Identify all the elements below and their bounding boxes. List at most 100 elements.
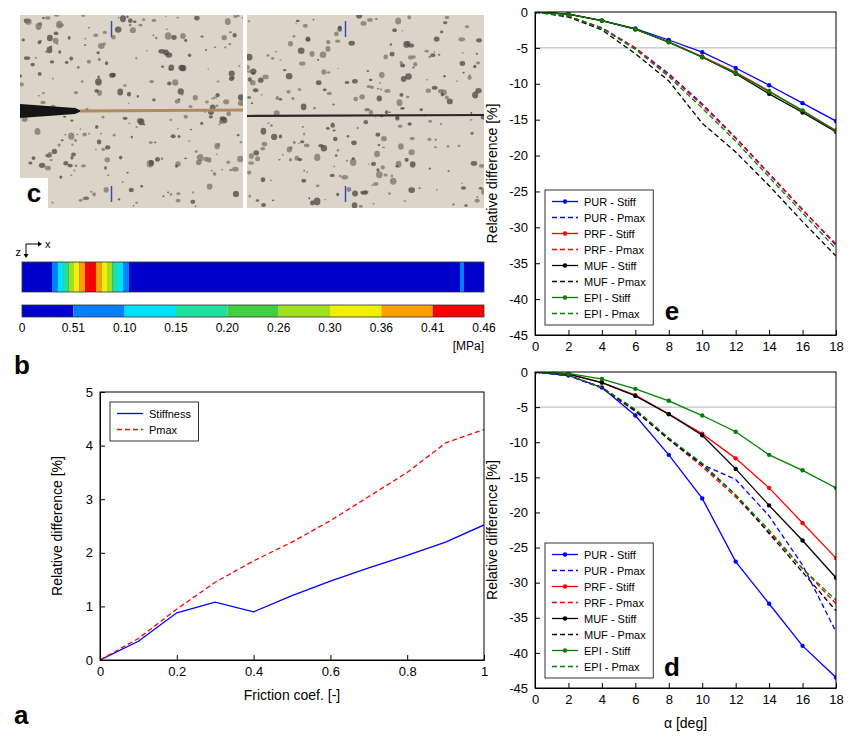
speckle — [39, 163, 45, 168]
speckle — [327, 71, 331, 74]
speckle — [154, 142, 156, 144]
series-marker — [800, 468, 804, 472]
tick-mark — [535, 442, 540, 443]
speckle — [353, 97, 358, 102]
speckle — [69, 56, 73, 60]
speckle — [261, 203, 266, 207]
speckle — [256, 199, 259, 201]
speckle — [471, 161, 478, 166]
pen-mark — [345, 186, 347, 202]
speckle — [445, 16, 450, 19]
speckle — [352, 157, 355, 159]
speckle — [170, 193, 173, 196]
tick-label: 2 — [565, 339, 572, 354]
series-marker — [667, 40, 671, 44]
panel-label-background — [20, 178, 48, 208]
speckle — [298, 47, 305, 54]
speckle — [255, 156, 260, 161]
speckle — [74, 139, 77, 142]
tick: 0 — [521, 365, 540, 380]
speckle — [426, 88, 431, 92]
speckle — [313, 107, 316, 110]
tick-mark — [535, 583, 540, 584]
speckle — [73, 169, 75, 171]
speckle — [224, 46, 227, 48]
tick: -25 — [509, 184, 540, 199]
legend-swatch — [117, 413, 143, 414]
series-marker — [733, 71, 737, 75]
panel-label: b — [14, 350, 30, 380]
tick: 2 — [565, 330, 572, 354]
speckle — [390, 178, 397, 185]
speckle — [348, 41, 355, 46]
speckle — [371, 162, 376, 166]
tick: 6 — [632, 330, 639, 354]
speckle — [205, 49, 207, 52]
tick: 0.8 — [399, 655, 417, 679]
speckle — [467, 76, 471, 80]
series-marker — [667, 399, 671, 403]
speckle — [226, 161, 230, 164]
speckle — [352, 79, 358, 84]
speckle — [100, 133, 102, 135]
speckle — [367, 18, 373, 22]
speckle — [77, 66, 80, 69]
legend-label: PUR - Pmax — [584, 565, 646, 577]
speckle — [249, 153, 254, 159]
speckle — [410, 161, 416, 167]
speckle — [341, 175, 348, 180]
speckle — [194, 16, 200, 21]
speckle — [128, 103, 130, 105]
speckle — [383, 173, 387, 176]
speckle — [52, 78, 54, 80]
speckle — [165, 16, 167, 17]
tick-mark — [100, 660, 105, 661]
panel-label: d — [664, 652, 680, 682]
speckle — [35, 57, 37, 59]
speckle — [248, 194, 251, 197]
legend-label: EPI - Pmax — [584, 308, 640, 320]
series-marker — [800, 538, 804, 542]
tick: 4 — [599, 683, 606, 707]
colorbar-label: 0.26 — [267, 321, 291, 335]
tick-mark — [535, 12, 540, 13]
speckle — [68, 164, 73, 168]
legend-marker — [563, 584, 567, 588]
speckle — [375, 18, 377, 20]
series-marker — [800, 101, 804, 105]
speckle — [118, 198, 121, 200]
speckle — [471, 132, 474, 135]
tick: 5 — [86, 385, 105, 400]
speckle — [303, 170, 305, 172]
speckle — [309, 51, 314, 57]
crack — [247, 115, 484, 116]
speckle — [107, 174, 110, 176]
series-marker — [800, 108, 804, 112]
tick: 12 — [729, 330, 743, 354]
speckle — [233, 191, 239, 197]
tick-mark — [535, 653, 540, 654]
speckle — [47, 35, 53, 42]
field-band — [52, 262, 58, 292]
speckle — [440, 31, 443, 34]
speckle — [49, 159, 52, 161]
speckle — [195, 150, 198, 153]
colorbar-box — [125, 305, 176, 317]
series-marker — [733, 559, 737, 563]
reference-line — [535, 47, 836, 48]
tick-label: -30 — [509, 575, 528, 590]
tick: 18 — [829, 330, 843, 354]
speckle — [401, 30, 403, 31]
speckle — [225, 18, 231, 25]
legend-marker — [563, 616, 567, 620]
tick-mark — [535, 84, 540, 85]
panel-b: xz00.510.100.150.200.260.300.360.410.46[… — [14, 238, 496, 380]
speckle — [81, 15, 85, 17]
speckle — [35, 23, 41, 30]
colorbar-unit: [MPa] — [453, 339, 484, 353]
speckle — [128, 122, 130, 124]
photo-background — [247, 15, 484, 208]
speckle — [429, 167, 431, 169]
speckle — [52, 149, 57, 154]
speckle — [71, 144, 73, 146]
